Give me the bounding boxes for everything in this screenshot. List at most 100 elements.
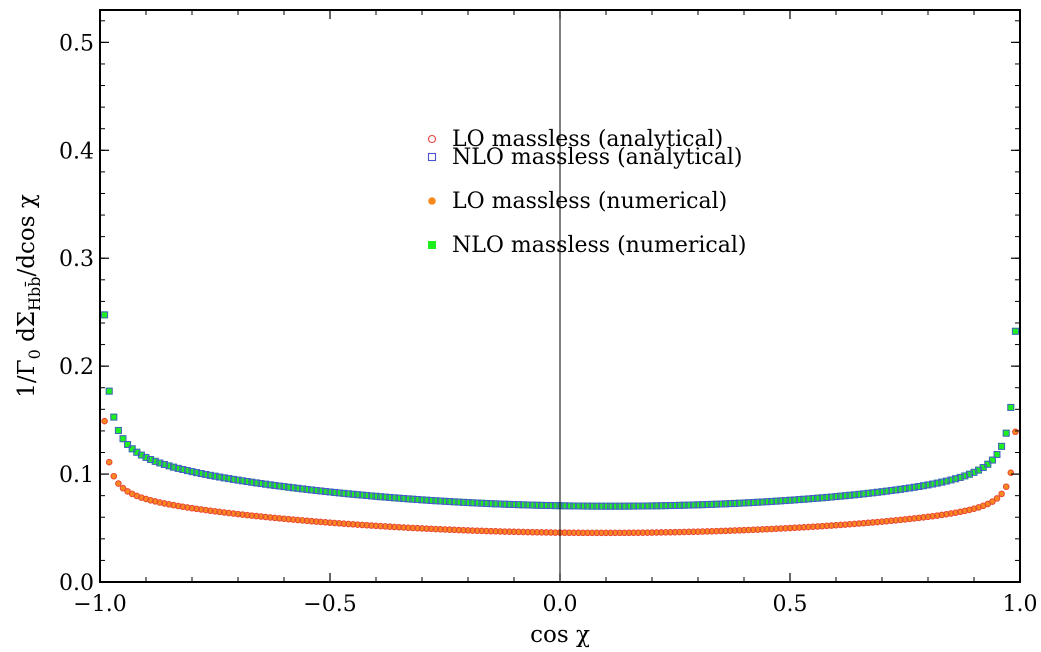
data-point [791,496,799,504]
data-point [819,522,826,530]
data-point [436,497,444,505]
data-point [179,466,187,473]
data-point [188,468,196,476]
data-point [717,527,725,535]
legend-item-lo-analytical: LO massless (analytical) [427,127,723,152]
data-point [694,501,702,509]
data-point [993,495,1001,502]
data-point [418,496,426,504]
data-point [924,513,932,521]
data-point [763,498,771,506]
data-point [197,470,205,478]
data-point [979,463,987,471]
data-point [197,470,205,478]
data-point [386,523,393,530]
data-point [786,524,794,532]
data-point [464,527,472,534]
data-point [469,527,476,534]
data-point [363,492,371,499]
data-point [722,500,730,508]
data-point [961,472,969,480]
data-point [506,528,513,535]
data-point [998,442,1006,450]
data-point [469,499,477,507]
y-tick-label: 0.0 [59,571,94,596]
data-point [510,501,518,508]
data-point [929,480,937,488]
data-point [216,473,224,481]
data-point [450,498,458,506]
series-lo-massless-numerical [101,417,1019,537]
data-point [298,485,306,493]
data-point [119,484,127,492]
data-point [878,518,886,525]
legend-marker-filled-circle [428,197,436,205]
data-point [667,529,674,536]
legend-label: NLO massless (numerical) [452,233,747,258]
data-point [142,453,150,461]
data-point [538,501,546,509]
data-point [680,501,688,509]
data-point [312,486,320,494]
data-point [101,417,108,425]
data-point [165,462,173,470]
data-point [257,513,265,520]
data-point [630,502,638,510]
data-point [538,529,545,536]
data-point [731,527,739,534]
data-point [367,492,375,500]
data-point [459,498,467,506]
data-point [391,523,398,531]
data-point [896,485,904,493]
data-point [455,526,462,534]
data-point [850,491,858,499]
data-point [570,529,578,537]
data-point [685,528,692,536]
data-point [427,496,435,504]
data-point [114,426,122,434]
data-point [855,520,863,527]
y-tick-label: 0.4 [59,139,94,164]
data-point [483,527,490,535]
data-point [662,502,670,510]
data-point [708,528,715,535]
data-point [446,526,453,533]
data-point [243,478,251,486]
data-point [887,487,895,495]
data-point [473,527,481,534]
data-point [575,529,582,537]
data-point [505,500,513,508]
data-point [828,522,835,529]
data-point [860,490,868,498]
data-point [754,526,762,533]
data-point [133,492,141,500]
data-point [193,469,201,477]
data-point [547,502,555,510]
data-point [395,494,403,502]
y-tick-label: 0.3 [59,247,94,272]
data-point [137,451,145,459]
data-point [956,508,964,516]
data-point [252,479,260,487]
data-point [294,484,302,492]
data-point [405,524,412,531]
data-point [193,469,201,477]
data-point [703,528,711,535]
data-point [689,501,697,509]
data-point [492,528,499,535]
data-point [837,492,845,500]
data-point [873,488,881,496]
data-point [188,504,196,512]
data-point [413,496,421,504]
data-point [621,529,628,537]
data-point [105,458,113,466]
data-point [869,489,877,497]
data-point [423,496,431,504]
data-point [666,502,674,510]
data-point [317,487,325,495]
data-point [340,489,348,497]
data-point [786,496,794,504]
data-point [460,526,467,534]
data-point [551,502,559,510]
x-tick-label: 0.5 [773,592,808,617]
